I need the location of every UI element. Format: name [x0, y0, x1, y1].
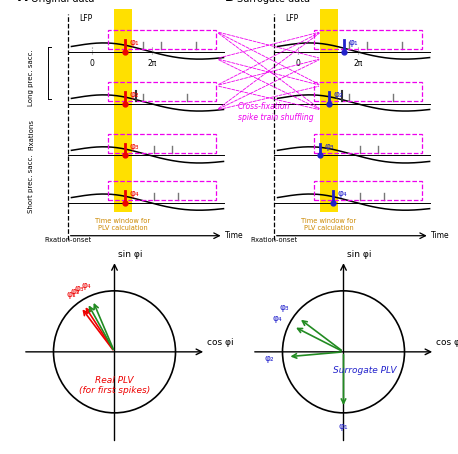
Bar: [108, 182, 216, 200]
Text: φ₃: φ₃: [75, 284, 84, 293]
Text: 2π: 2π: [147, 59, 157, 68]
Text: Real PLV
(for first spikes): Real PLV (for first spikes): [79, 376, 150, 395]
Text: sin φi: sin φi: [118, 250, 142, 259]
Text: φ₁: φ₁: [348, 38, 358, 47]
Text: φ₂: φ₂: [71, 287, 80, 296]
Text: φ₁: φ₁: [129, 38, 139, 47]
Text: Time: Time: [225, 231, 244, 240]
Text: φ₄: φ₄: [337, 189, 347, 198]
Text: φ₃: φ₃: [129, 142, 139, 151]
Text: φ₂: φ₂: [265, 354, 274, 363]
Text: Surrogate data: Surrogate data: [237, 0, 310, 5]
Text: Original data: Original data: [31, 0, 94, 5]
Text: φ₁: φ₁: [338, 422, 349, 431]
Text: 0: 0: [89, 59, 94, 68]
Text: Cross-fixation
spike train shuffling: Cross-fixation spike train shuffling: [238, 102, 314, 122]
Text: φ₄: φ₄: [129, 189, 139, 198]
Text: Short prec. sacc.: Short prec. sacc.: [28, 154, 34, 213]
Text: Time window for
PLV calculation: Time window for PLV calculation: [95, 218, 150, 231]
Text: φ₄: φ₄: [82, 281, 91, 290]
Text: Time: Time: [431, 231, 450, 240]
Text: sin φi: sin φi: [347, 250, 371, 259]
Text: φ₃: φ₃: [324, 142, 334, 151]
Text: LFP: LFP: [285, 14, 298, 23]
Text: φ₂: φ₂: [333, 90, 343, 99]
Text: Surrogate PLV: Surrogate PLV: [333, 365, 397, 375]
Text: Fixations: Fixations: [28, 118, 34, 150]
Text: Time window for
PLV calculation: Time window for PLV calculation: [301, 218, 356, 231]
Bar: [314, 30, 422, 49]
Text: LFP: LFP: [79, 14, 92, 23]
Bar: [108, 30, 216, 49]
Text: 0: 0: [295, 59, 300, 68]
Text: cos φi: cos φi: [436, 338, 458, 347]
Text: φ₂: φ₂: [129, 90, 139, 99]
Text: φ₄: φ₄: [273, 314, 282, 322]
Bar: [314, 82, 422, 101]
Bar: [314, 134, 422, 153]
Bar: [314, 182, 422, 200]
Bar: [108, 134, 216, 153]
Text: B: B: [224, 0, 234, 5]
Text: A: A: [18, 0, 28, 5]
Text: φ₃: φ₃: [279, 302, 289, 311]
Text: Fixation-onset: Fixation-onset: [44, 237, 91, 243]
Bar: [114, 0, 132, 212]
Text: Fixation-onset: Fixation-onset: [251, 237, 297, 243]
Text: 2π: 2π: [354, 59, 363, 68]
Bar: [320, 0, 338, 212]
Text: cos φi: cos φi: [207, 338, 234, 347]
Text: φ₁: φ₁: [66, 290, 76, 299]
Bar: [108, 82, 216, 101]
Text: Long prec. sacc.: Long prec. sacc.: [28, 49, 34, 106]
